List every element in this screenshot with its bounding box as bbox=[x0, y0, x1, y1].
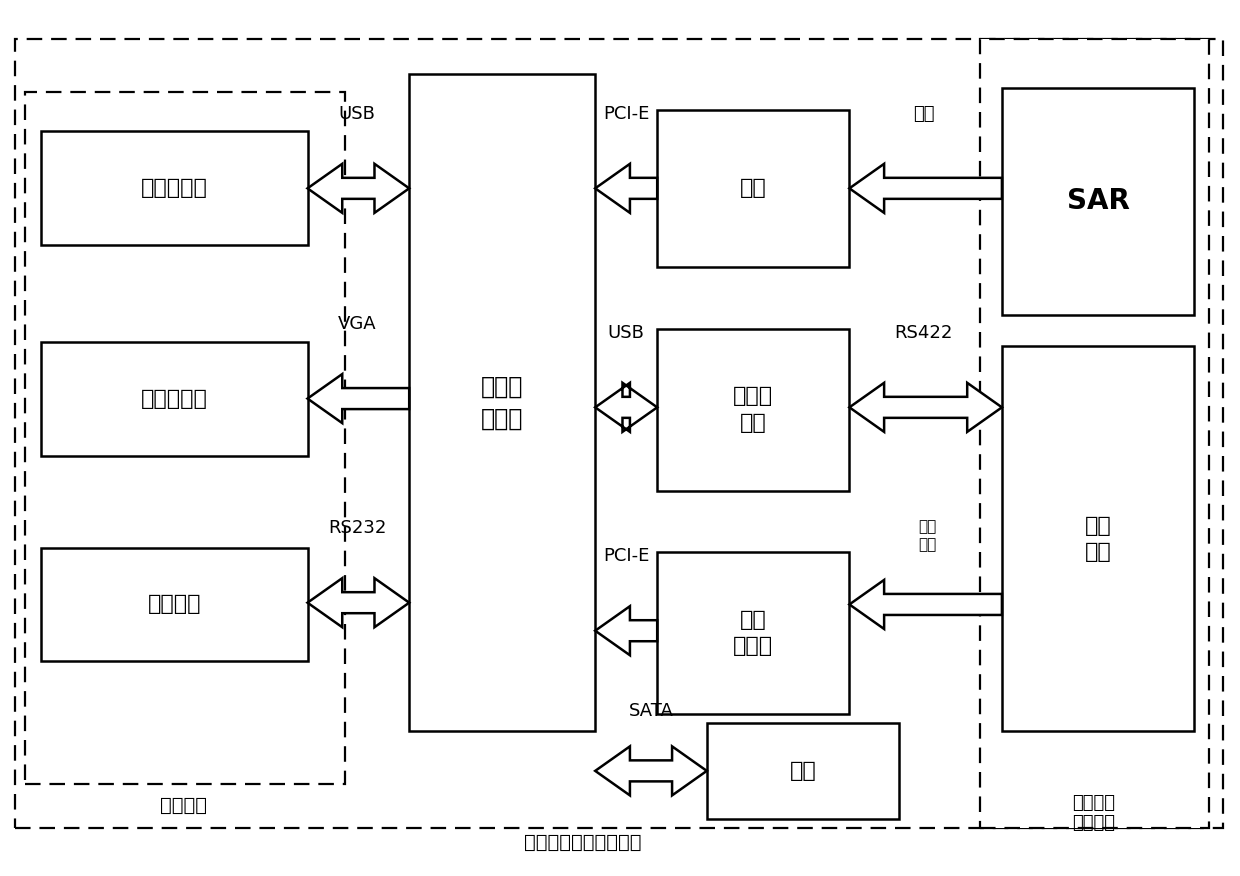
Text: USB: USB bbox=[339, 104, 376, 123]
Text: RS232: RS232 bbox=[327, 519, 387, 537]
Bar bbox=[1002, 88, 1194, 315]
Bar bbox=[657, 552, 849, 714]
Text: 人机交互: 人机交互 bbox=[160, 796, 207, 816]
Polygon shape bbox=[849, 580, 1002, 629]
Polygon shape bbox=[595, 164, 657, 213]
Bar bbox=[41, 342, 308, 456]
Polygon shape bbox=[308, 164, 409, 213]
Polygon shape bbox=[308, 374, 409, 423]
Polygon shape bbox=[308, 578, 409, 627]
Bar bbox=[25, 92, 345, 784]
Bar bbox=[980, 39, 1209, 828]
Text: 液晶显示屏: 液晶显示屏 bbox=[141, 389, 207, 408]
Text: 键盘、鼠标: 键盘、鼠标 bbox=[141, 179, 207, 198]
Text: 视频
采集卡: 视频 采集卡 bbox=[733, 610, 774, 656]
Bar bbox=[1002, 346, 1194, 731]
Bar bbox=[41, 548, 308, 661]
Text: 网线: 网线 bbox=[913, 104, 935, 123]
Text: VGA: VGA bbox=[337, 314, 377, 333]
Polygon shape bbox=[595, 606, 657, 655]
Polygon shape bbox=[595, 383, 657, 432]
Text: 铜轴
电缆: 铜轴 电缆 bbox=[919, 519, 936, 552]
Polygon shape bbox=[849, 383, 1002, 432]
Text: PCI-E: PCI-E bbox=[603, 104, 650, 123]
Bar bbox=[409, 74, 595, 731]
Text: RS422: RS422 bbox=[894, 323, 954, 342]
Bar bbox=[657, 328, 849, 491]
Bar bbox=[41, 131, 308, 245]
Bar bbox=[657, 110, 849, 267]
Text: SATA: SATA bbox=[629, 702, 673, 720]
Text: 网卡: 网卡 bbox=[740, 179, 766, 198]
Text: 串口适
配器: 串口适 配器 bbox=[733, 386, 774, 433]
Bar bbox=[707, 723, 899, 819]
Text: 多模复合
侦查系统: 多模复合 侦查系统 bbox=[1073, 794, 1115, 832]
Text: 高性能
计算机: 高性能 计算机 bbox=[481, 375, 523, 431]
Text: SAR: SAR bbox=[1066, 187, 1130, 215]
Text: 硬盘: 硬盘 bbox=[790, 761, 816, 781]
Text: 超级终端: 超级终端 bbox=[148, 595, 201, 614]
Text: USB: USB bbox=[608, 323, 645, 342]
Text: 综合显控装置硬件架构: 综合显控装置硬件架构 bbox=[525, 833, 641, 852]
Text: 光电
系统: 光电 系统 bbox=[1085, 516, 1111, 562]
Text: PCI-E: PCI-E bbox=[603, 547, 650, 565]
Polygon shape bbox=[849, 164, 1002, 213]
Polygon shape bbox=[595, 746, 707, 795]
